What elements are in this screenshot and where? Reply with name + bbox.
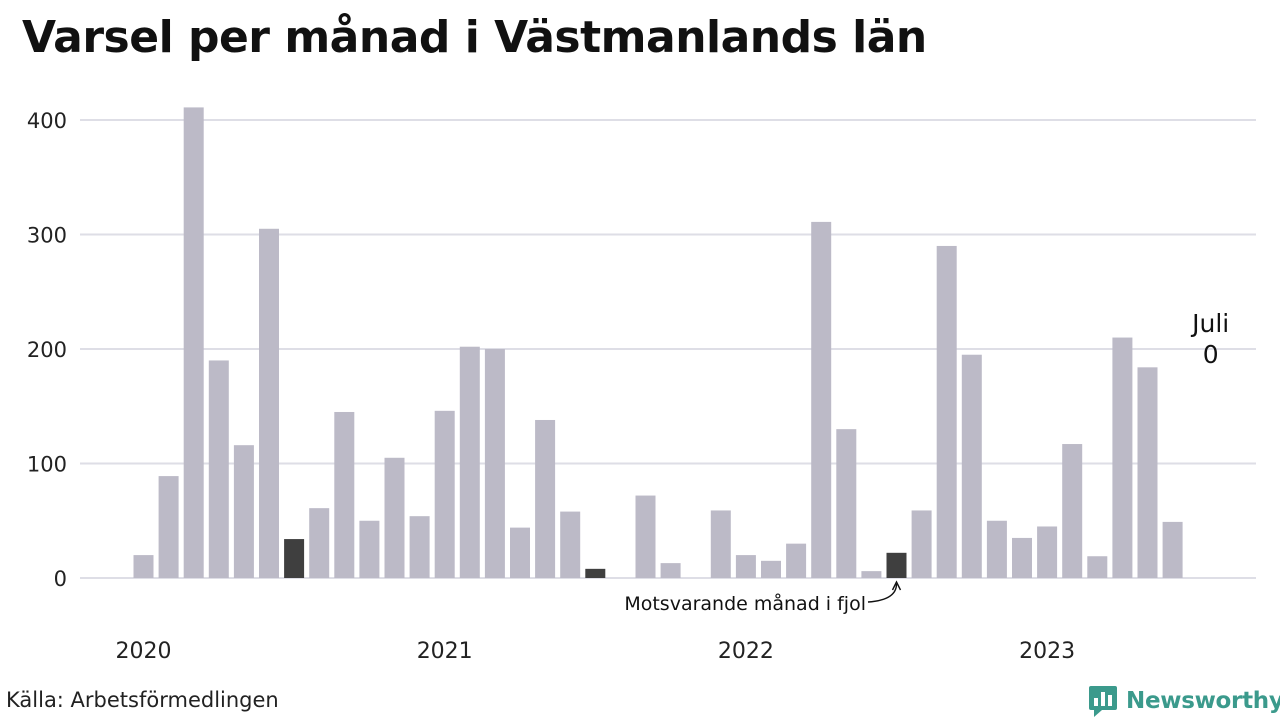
bar [510,527,530,578]
bar-highlight [585,568,606,578]
bars [133,107,1183,578]
bar [936,245,957,578]
latest-month-label: Juli [1190,309,1229,338]
x-tick-label: 2021 [417,639,473,664]
y-tick-label: 400 [27,109,67,133]
bar [409,516,430,578]
bar [1062,444,1083,578]
bar-chart-logo-icon [1089,686,1117,717]
bar [660,563,681,578]
bar [434,410,455,578]
bar [309,508,330,578]
bar-highlight [886,552,907,578]
previous-year-annotation: Motsvarande månad i fjol [624,592,866,615]
bar [208,360,229,578]
y-tick-label: 200 [27,338,67,362]
bar [1162,521,1183,578]
bar [334,411,355,578]
bar [1137,367,1158,578]
brand-name: Newsworthy [1126,688,1280,714]
bar [786,543,807,578]
x-tick-label: 2023 [1019,639,1075,664]
y-tick-label: 300 [27,224,67,248]
bar [484,349,505,578]
bar [961,354,982,578]
source-label: Källa: Arbetsförmedlingen [6,688,279,712]
bar [811,221,832,578]
bar [560,511,581,578]
bar [384,457,405,578]
bar [359,520,380,578]
bar [535,419,556,578]
bar [836,429,857,578]
bar [1012,537,1032,578]
latest-month-value: 0 [1203,340,1219,369]
bar [911,510,932,578]
x-tick-label: 2020 [116,639,172,664]
annotation-arrow [867,583,898,603]
bar [1112,337,1133,578]
bar [986,520,1007,578]
y-tick-label: 100 [27,453,67,477]
annotation-arrowhead [891,580,902,591]
bar [761,560,781,578]
newsworthy-logo: Newsworthy [1088,684,1280,718]
bar [861,571,882,578]
bar [133,555,154,578]
x-tick-label: 2022 [718,639,774,664]
bar [259,228,279,578]
y-axis-ticks: 0 100 200 300 400 [27,109,67,591]
y-tick-label: 0 [54,567,67,591]
bar [459,346,480,578]
bar [183,107,204,578]
bar [158,476,179,578]
x-axis-ticks: 2020 2021 2022 2023 [116,639,1076,664]
bar [710,510,731,578]
chart-title: Varsel per månad i Västmanlands län [22,12,927,63]
bar-highlight [284,539,305,578]
bar [1037,526,1058,578]
bar [1087,556,1108,578]
bar [735,555,756,578]
bar [635,495,656,578]
bar [233,445,254,578]
